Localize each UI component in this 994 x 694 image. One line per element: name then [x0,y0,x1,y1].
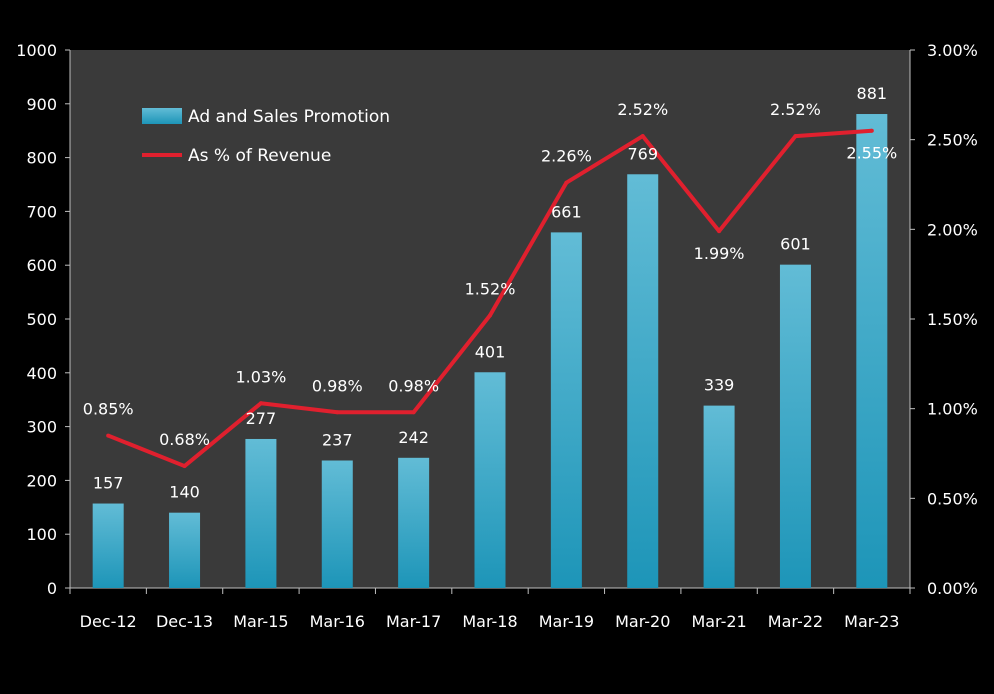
line-value-label: 0.98% [312,376,363,395]
line-point [335,410,340,415]
x-tick-label: Mar-21 [691,612,746,631]
line-point [640,134,645,139]
left-tick-label: 300 [26,418,57,437]
bar-value-label: 242 [398,428,429,447]
right-tick-label: 1.00% [927,400,978,419]
line-value-label: 0.68% [159,430,210,449]
left-tick-label: 700 [26,202,57,221]
line-value-label: 0.85% [83,400,134,419]
x-tick-label: Mar-15 [233,612,288,631]
bar [169,512,201,588]
bar [703,405,735,588]
right-tick-label: 1.50% [927,310,978,329]
left-tick-label: 100 [26,525,57,544]
x-tick-label: Mar-16 [310,612,365,631]
line-value-label: 1.52% [465,279,516,298]
bar [779,264,811,588]
line-point [488,313,492,318]
x-tick-label: Mar-20 [615,612,670,631]
right-tick-label: 3.00% [927,41,978,60]
bar-value-label: 277 [246,409,277,428]
line-point [411,410,416,415]
x-tick-label: Mar-19 [539,612,594,631]
x-tick-label: Mar-18 [462,612,517,631]
bar-value-label: 157 [93,474,124,493]
right-tick-label: 2.00% [927,220,978,239]
bar [321,460,353,588]
bars [92,114,888,588]
line-value-label: 2.52% [770,100,821,119]
line-point [106,433,111,438]
bar-value-label: 237 [322,430,353,449]
legend-bar-swatch [142,108,182,124]
bar [92,503,124,588]
bar [474,372,506,588]
bar-value-label: 339 [704,376,735,395]
line-series [106,128,874,469]
bar-value-label: 401 [475,342,506,361]
x-tick-label: Mar-22 [768,612,823,631]
line-value-label: 1.03% [235,367,286,386]
bar-value-label: 881 [857,84,888,103]
line-point [869,128,874,133]
legend: Ad and Sales Promotion As % of Revenue [142,107,390,166]
data-labels: 157 140 277 237 242 401 661 769 339 601 881 0.85% 0.… [83,84,897,502]
bar-value-label: 140 [169,483,200,502]
left-tick-label: 200 [26,471,57,490]
line-value-label: 2.26% [541,147,592,166]
left-tick-label: 1000 [16,41,57,60]
right-tick-label: 0.50% [927,489,978,508]
axes: 0 100 200 300 400 500 600 700 800 900 1000 0.00% 0.5… [16,41,978,631]
bar-value-label: 661 [551,202,582,221]
line-value-label: 2.52% [617,100,668,119]
left-tick-label: 0 [47,579,57,598]
left-tick-label: 600 [26,256,57,275]
bar-value-label: 769 [627,144,658,163]
bar [550,232,582,588]
bar-value-label: 601 [780,235,811,254]
x-tick-label: Dec-13 [156,612,213,631]
bar [627,174,659,588]
legend-bar-label: Ad and Sales Promotion [188,107,390,127]
legend-line-label: As % of Revenue [188,146,331,166]
x-tick-label: Mar-23 [844,612,899,631]
line-point [258,401,263,406]
line-point [564,180,569,185]
x-tick-label: Dec-12 [80,612,137,631]
line-value-label: 0.98% [388,376,439,395]
line-point [793,134,798,139]
x-tick-label: Mar-17 [386,612,441,631]
line-value-label: 2.55% [846,144,897,163]
bar [398,457,430,588]
bar [856,114,888,588]
left-tick-label: 800 [26,149,57,168]
left-tick-label: 400 [26,364,57,383]
left-tick-label: 900 [26,95,57,114]
right-tick-label: 0.00% [927,579,978,598]
bar [245,438,277,588]
line-point [717,229,722,234]
line-point [182,464,187,469]
line-value-label: 1.99% [694,244,745,263]
left-tick-label: 500 [26,310,57,329]
right-tick-label: 2.50% [927,131,978,150]
